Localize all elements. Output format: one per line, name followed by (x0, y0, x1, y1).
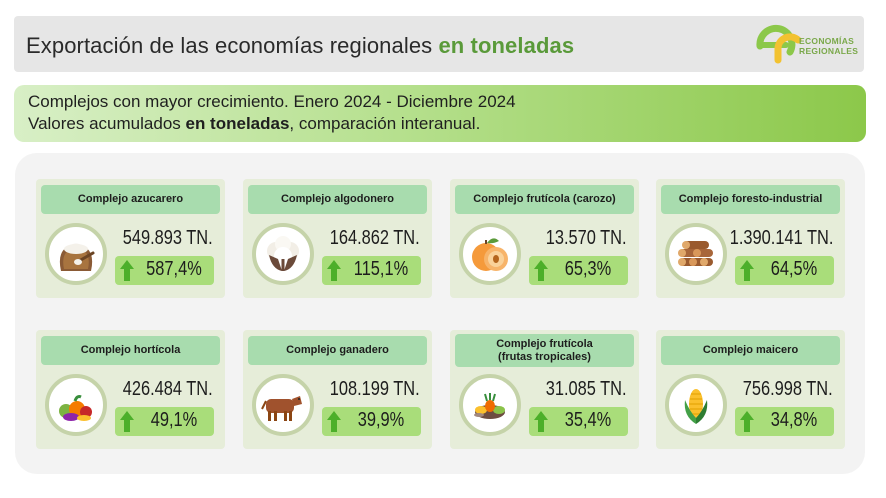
card-complejo-fruticola-carozo: Complejo frutícola (carozo) 13.570 TN. 6… (450, 179, 639, 298)
growth-value: 65,3% (564, 258, 612, 280)
arrow-up-icon (327, 260, 341, 281)
card-title: Complejo ganadero (248, 336, 427, 365)
icon-circle (45, 374, 107, 436)
arrow-up-icon (327, 411, 341, 432)
card-title: Complejo frutícola (frutas tropicales) (455, 334, 634, 367)
corn-icon (684, 389, 708, 424)
tonnage-value: 549.893 TN. (123, 227, 213, 249)
icon-circle (45, 223, 107, 285)
logo-line2: REGIONALES (799, 46, 859, 56)
card-title: Complejo frutícola (carozo) (455, 185, 634, 214)
arrow-up-icon (534, 411, 548, 432)
page-title-prefix: Exportación de las economías regionales (26, 33, 439, 58)
tonnage-value: 31.085 TN. (546, 378, 627, 400)
growth-value: 115,1% (353, 258, 409, 280)
growth-badge: 115,1% (322, 256, 421, 285)
tonnage-value: 426.484 TN. (123, 378, 213, 400)
cotton-icon (267, 236, 299, 271)
arrow-up-icon (740, 411, 754, 432)
growth-value: 35,4% (564, 409, 612, 431)
arrow-up-icon (534, 260, 548, 281)
growth-value: 64,5% (770, 258, 818, 280)
card-complejo-azucarero: Complejo azucarero 549.893 TN. 587,4% (36, 179, 225, 298)
growth-badge: 65,3% (529, 256, 628, 285)
vegetables-icon (59, 395, 92, 421)
arrow-up-icon (740, 260, 754, 281)
icon-circle (665, 223, 727, 285)
growth-value: 34,8% (770, 409, 818, 431)
card-title-line2: (frutas tropicales) (498, 350, 591, 363)
growth-badge: 35,4% (529, 407, 628, 436)
tonnage-value: 13.570 TN. (546, 227, 627, 249)
card-title: Complejo hortícola (41, 336, 220, 365)
growth-value: 49,1% (150, 409, 198, 431)
subtitle-banner (14, 85, 866, 142)
growth-badge: 49,1% (115, 407, 214, 436)
growth-value: 39,9% (357, 409, 405, 431)
page-title: Exportación de las economías regionales … (26, 33, 574, 59)
icon-circle (459, 374, 521, 436)
economias-regionales-logo (756, 24, 802, 64)
icon-circle (459, 223, 521, 285)
growth-badge: 34,8% (735, 407, 834, 436)
card-title-line1: Complejo frutícola (496, 337, 593, 350)
card-complejo-ganadero: Complejo ganadero 108.199 TN. 39,9% (243, 330, 432, 449)
icon-circle (665, 374, 727, 436)
growth-badge: 587,4% (115, 256, 214, 285)
card-title: Complejo foresto-industrial (661, 185, 840, 214)
subtitle-line-1: Complejos con mayor crecimiento. Enero 2… (28, 92, 516, 111)
card-title: Complejo azucarero (41, 185, 220, 214)
arrow-up-icon (120, 411, 134, 432)
card-complejo-maicero: Complejo maicero 756.998 TN. 34,8% (656, 330, 845, 449)
tonnage-value: 1.390.141 TN. (729, 227, 833, 249)
cards-panel: Complejo azucarero 549.893 TN. 587,4% Co… (15, 153, 865, 474)
card-complejo-fruticola-frutas-tropicales: Complejo frutícola (frutas tropicales) 3… (450, 330, 639, 449)
growth-value: 587,4% (146, 258, 202, 280)
cow-icon (261, 396, 302, 421)
tonnage-value: 756.998 TN. (743, 378, 833, 400)
subtitle-line-2-suffix: , comparación interanual. (289, 114, 481, 133)
tonnage-value: 164.862 TN. (330, 227, 420, 249)
icon-circle (252, 374, 314, 436)
growth-badge: 64,5% (735, 256, 834, 285)
card-title: Complejo maicero (661, 336, 840, 365)
header-bar (14, 16, 864, 72)
subtitle-line-2-bold: en toneladas (185, 114, 290, 133)
subtitle-line-2-prefix: Valores acumulados (28, 114, 186, 133)
subtitle-line-2: Valores acumulados en toneladas, compara… (28, 114, 480, 134)
icon-circle (252, 223, 314, 285)
peach-icon (472, 238, 508, 271)
sugar-sack-icon (59, 243, 95, 271)
logo-text: ECONOMÍAS REGIONALES (799, 36, 858, 56)
card-complejo-algodonero: Complejo algodonero 164.862 TN. 115,1% (243, 179, 432, 298)
logs-icon (678, 241, 713, 266)
page-title-highlight: en toneladas (438, 33, 575, 58)
card-complejo-foresto-industrial: Complejo foresto-industrial 1.390.141 TN… (656, 179, 845, 298)
logo-line1: ECONOMÍAS (799, 36, 855, 46)
card-title: Complejo algodonero (248, 185, 427, 214)
tropical-fruits-icon (474, 393, 505, 419)
tonnage-value: 108.199 TN. (330, 378, 420, 400)
growth-badge: 39,9% (322, 407, 421, 436)
card-complejo-horticola: Complejo hortícola 426.484 TN. 49,1% (36, 330, 225, 449)
arrow-up-icon (120, 260, 134, 281)
